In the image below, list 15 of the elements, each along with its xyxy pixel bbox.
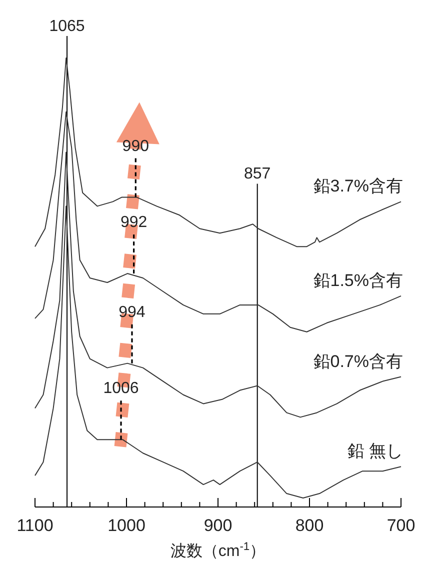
x-axis-title: 波数（cm$^{-1}$） bbox=[170, 541, 266, 560]
x-tick-label: 800 bbox=[295, 516, 324, 535]
annotation: 994 bbox=[118, 304, 146, 321]
x-tick-label: 1100 bbox=[16, 516, 54, 535]
annotation: 1006 bbox=[103, 380, 139, 398]
series-label: 鉛 無し bbox=[347, 442, 403, 461]
x-tick-label: 900 bbox=[204, 516, 232, 535]
ref-line-label: 1065 bbox=[49, 18, 85, 35]
annotation: 992 bbox=[120, 214, 148, 232]
x-tick-label: 700 bbox=[386, 516, 416, 535]
x-tick-label: 1000 bbox=[108, 516, 146, 535]
series-label: 鉛0.7%含有 bbox=[313, 352, 403, 371]
series-label: 鉛3.7%含有 bbox=[313, 176, 403, 196]
ref-line-label: 857 bbox=[244, 166, 271, 183]
series-label: 鉛1.5%含有 bbox=[313, 270, 403, 290]
